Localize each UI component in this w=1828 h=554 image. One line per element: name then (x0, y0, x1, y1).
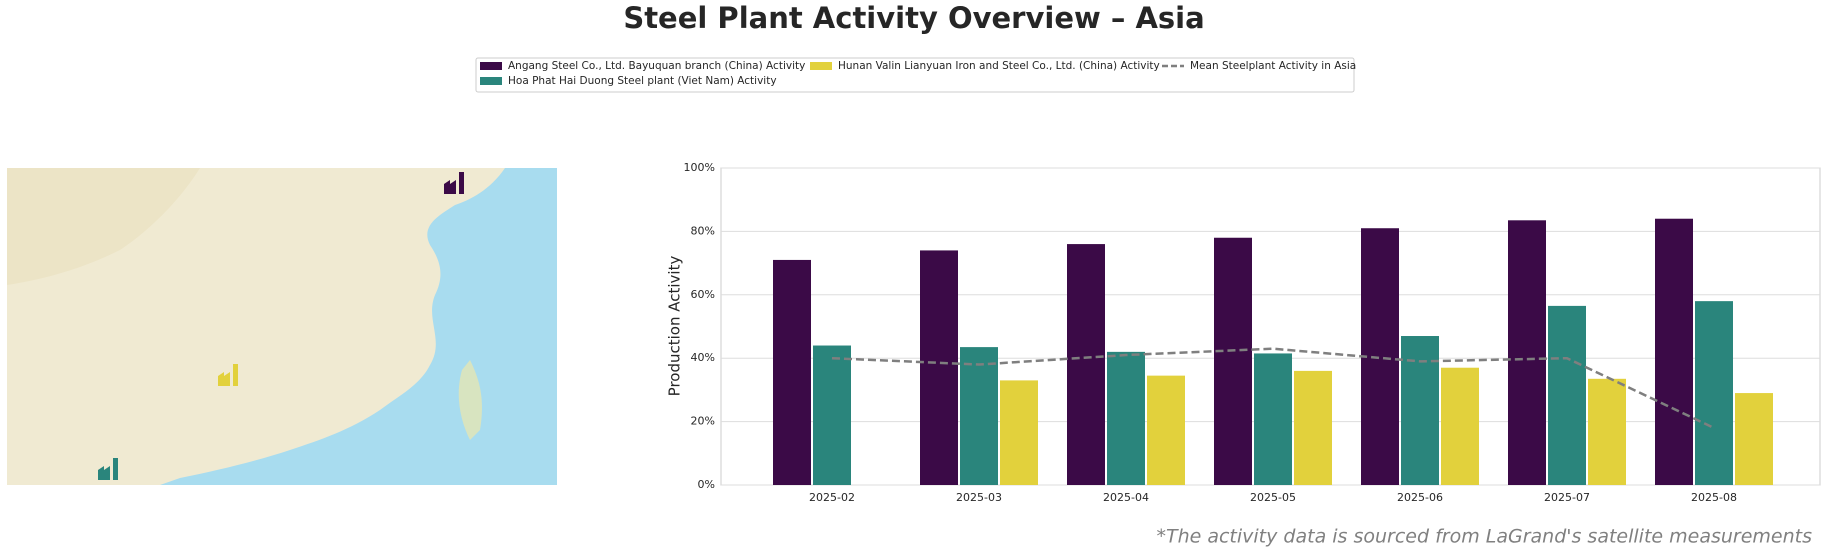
bar (1548, 305, 1586, 485)
footnote: *The activity data is sourced from LaGra… (1156, 526, 1812, 548)
y-tick-label: 100% (684, 161, 715, 174)
legend-label: Mean Steelplant Activity in Asia (1190, 60, 1356, 72)
x-tick-label: 2025-03 (956, 491, 1002, 504)
plant-icons (98, 172, 464, 480)
bar (1508, 220, 1546, 485)
bar (1361, 228, 1399, 486)
bar (1214, 237, 1252, 485)
bar (1588, 378, 1626, 485)
y-tick-label: 20% (691, 415, 715, 428)
bar (1655, 218, 1693, 485)
bar (960, 347, 998, 485)
bar (1294, 370, 1332, 485)
bar (1067, 244, 1105, 485)
mean-line (831, 347, 1715, 430)
legend-swatch (480, 62, 502, 70)
x-tick-label: 2025-02 (809, 491, 855, 504)
bar (1735, 393, 1773, 485)
bar (1441, 367, 1479, 485)
x-tick-label: 2025-06 (1397, 491, 1443, 504)
map-region (7, 168, 200, 285)
plant-icon (218, 372, 230, 386)
legend-label: Hoa Phat Hai Duong Steel plant (Viet Nam… (508, 75, 777, 87)
bar (1000, 380, 1038, 485)
plant-icon (444, 180, 456, 194)
y-tick-label: 40% (691, 351, 715, 364)
map (7, 168, 557, 485)
x-tick-label: 2025-08 (1691, 491, 1737, 504)
plant-chimney (233, 364, 238, 386)
bar (1695, 301, 1733, 485)
plant-chimney (113, 458, 118, 480)
bar (1107, 351, 1145, 485)
chart-title: Steel Plant Activity Overview – Asia (623, 1, 1204, 35)
bar (920, 250, 958, 485)
y-tick-label: 80% (691, 224, 715, 237)
map-island (458, 360, 482, 440)
plant-icon (98, 466, 110, 480)
bar (1401, 336, 1439, 485)
plant-chimney (459, 172, 464, 194)
legend-swatch (810, 62, 832, 70)
bar (813, 345, 851, 485)
legend-swatch (480, 77, 502, 85)
legend-box (475, 57, 1355, 93)
y-axis-label: Production Activity (666, 256, 684, 397)
x-tick-label: 2025-04 (1103, 491, 1149, 504)
y-tick-label: 0% (698, 478, 715, 491)
legend-label: Hunan Valin Lianyuan Iron and Steel Co.,… (838, 60, 1160, 72)
legend-label: Angang Steel Co., Ltd. Bayuquan branch (… (508, 60, 805, 72)
bar (1254, 353, 1292, 485)
x-tick-label: 2025-07 (1544, 491, 1590, 504)
x-tick-label: 2025-05 (1250, 491, 1296, 504)
bar (1147, 375, 1185, 485)
map-sea (160, 168, 557, 485)
y-tick-label: 60% (691, 288, 715, 301)
bar (773, 259, 811, 485)
